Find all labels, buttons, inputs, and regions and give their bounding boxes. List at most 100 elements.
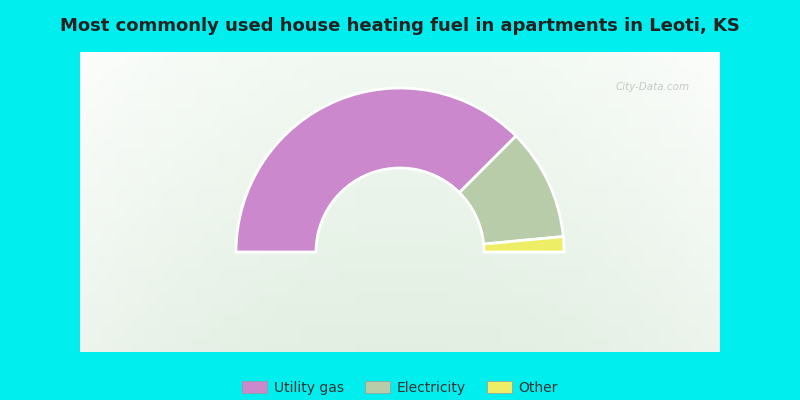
Bar: [221, 52, 224, 352]
Bar: [99, 52, 102, 352]
Bar: [80, 342, 720, 343]
Bar: [80, 104, 720, 106]
Bar: [80, 302, 720, 304]
Bar: [80, 156, 720, 157]
Bar: [80, 96, 720, 97]
Bar: [506, 52, 509, 352]
Bar: [454, 52, 458, 352]
Bar: [80, 310, 720, 312]
Bar: [355, 52, 358, 352]
Bar: [80, 66, 720, 67]
Bar: [630, 52, 634, 352]
Bar: [394, 52, 397, 352]
Bar: [80, 200, 720, 202]
Bar: [80, 265, 720, 266]
Bar: [80, 90, 720, 91]
Bar: [202, 52, 205, 352]
Bar: [80, 238, 720, 240]
Bar: [400, 52, 403, 352]
Bar: [80, 298, 720, 300]
Bar: [80, 348, 720, 349]
Bar: [80, 68, 720, 70]
Bar: [80, 79, 720, 80]
Bar: [154, 52, 157, 352]
Bar: [182, 52, 186, 352]
Bar: [323, 52, 326, 352]
Bar: [445, 52, 448, 352]
Bar: [314, 52, 317, 352]
Bar: [80, 280, 720, 282]
Bar: [80, 130, 720, 132]
Bar: [163, 52, 166, 352]
Bar: [365, 52, 368, 352]
Bar: [80, 258, 720, 259]
Bar: [483, 52, 486, 352]
Bar: [80, 126, 720, 127]
Bar: [80, 193, 720, 194]
Bar: [80, 319, 720, 320]
Bar: [432, 52, 435, 352]
Bar: [714, 52, 717, 352]
Bar: [80, 98, 720, 100]
Bar: [80, 118, 720, 120]
Bar: [86, 52, 90, 352]
Bar: [128, 52, 131, 352]
Bar: [80, 222, 720, 223]
Bar: [80, 86, 720, 88]
Bar: [80, 307, 720, 308]
Bar: [80, 186, 720, 187]
Bar: [80, 300, 720, 301]
Bar: [80, 91, 720, 92]
Bar: [243, 52, 246, 352]
Bar: [563, 52, 566, 352]
Bar: [80, 181, 720, 182]
Bar: [80, 271, 720, 272]
Bar: [349, 52, 352, 352]
Bar: [80, 92, 720, 94]
Bar: [685, 52, 688, 352]
Bar: [80, 336, 720, 337]
Bar: [710, 52, 714, 352]
Bar: [538, 52, 541, 352]
Bar: [80, 54, 720, 55]
Bar: [80, 67, 720, 68]
Bar: [80, 199, 720, 200]
Bar: [282, 52, 285, 352]
Bar: [106, 52, 109, 352]
Bar: [80, 338, 720, 340]
Bar: [80, 70, 720, 72]
Bar: [80, 262, 720, 264]
Bar: [80, 212, 720, 214]
Bar: [80, 194, 720, 196]
Bar: [80, 340, 720, 342]
Bar: [179, 52, 182, 352]
Bar: [669, 52, 672, 352]
Bar: [205, 52, 208, 352]
Bar: [80, 277, 720, 278]
Bar: [474, 52, 477, 352]
Bar: [80, 235, 720, 236]
Bar: [80, 306, 720, 307]
Bar: [534, 52, 538, 352]
Bar: [512, 52, 515, 352]
Bar: [80, 60, 720, 61]
Bar: [352, 52, 355, 352]
Bar: [390, 52, 394, 352]
Bar: [80, 163, 720, 164]
Bar: [80, 313, 720, 314]
Bar: [80, 282, 720, 283]
Bar: [320, 52, 323, 352]
Bar: [80, 236, 720, 238]
Bar: [298, 52, 301, 352]
Bar: [80, 103, 720, 104]
Bar: [80, 294, 720, 295]
Bar: [234, 52, 237, 352]
Bar: [80, 84, 720, 85]
Bar: [573, 52, 576, 352]
Bar: [80, 154, 720, 156]
Bar: [637, 52, 640, 352]
Bar: [528, 52, 531, 352]
Bar: [80, 109, 720, 110]
Bar: [397, 52, 400, 352]
Bar: [640, 52, 643, 352]
